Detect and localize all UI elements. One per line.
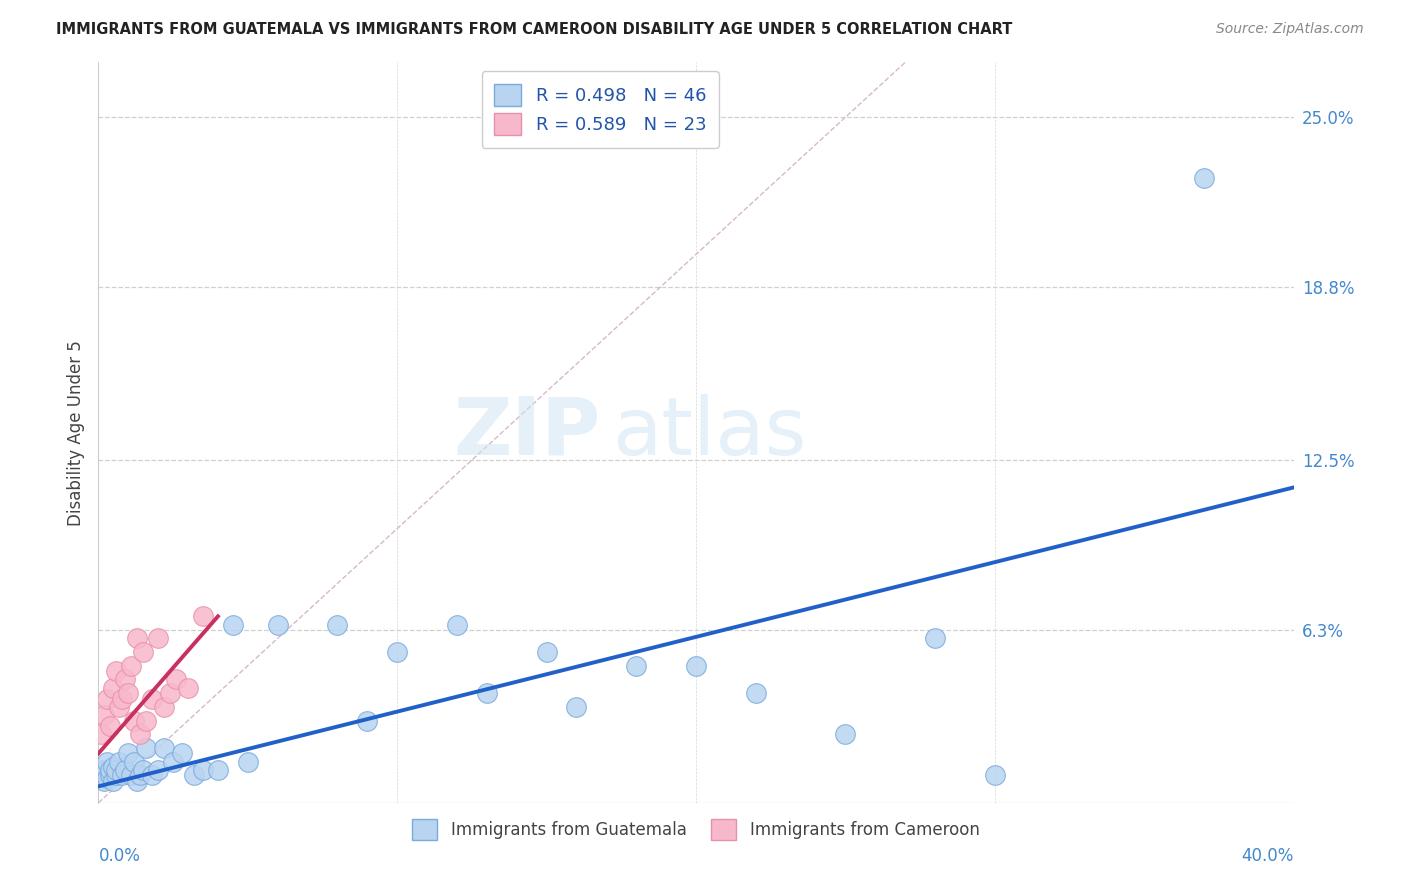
Text: Source: ZipAtlas.com: Source: ZipAtlas.com [1216, 22, 1364, 37]
Point [162, 755, 184, 769]
Point [124, 714, 146, 728]
Text: IMMIGRANTS FROM GUATEMALA VS IMMIGRANTS FROM CAMEROON DISABILITY AGE UNDER 5 COR: IMMIGRANTS FROM GUATEMALA VS IMMIGRANTS … [56, 22, 1012, 37]
Point [385, 645, 409, 659]
Point [108, 755, 131, 769]
Point [626, 658, 648, 673]
Point [172, 747, 194, 761]
Point [129, 768, 152, 782]
Point [103, 681, 125, 695]
Point [475, 686, 498, 700]
Point [111, 691, 134, 706]
Point [105, 768, 128, 782]
Point [98, 719, 122, 733]
Point [132, 763, 155, 777]
Point [165, 673, 187, 687]
Point [141, 768, 163, 782]
Point [148, 763, 170, 777]
Point [159, 686, 181, 700]
Point [153, 741, 176, 756]
Point [111, 768, 134, 782]
Text: ZIP: ZIP [453, 393, 600, 472]
Point [96, 755, 118, 769]
Point [90, 768, 112, 782]
Point [745, 686, 768, 700]
Point [148, 632, 170, 646]
Point [108, 699, 131, 714]
Point [834, 727, 856, 741]
Point [98, 768, 122, 782]
Point [356, 714, 378, 728]
Text: 40.0%: 40.0% [1241, 847, 1294, 864]
Point [93, 773, 115, 788]
Point [135, 714, 157, 728]
Point [129, 727, 152, 741]
Point [135, 741, 157, 756]
Text: atlas: atlas [613, 393, 807, 472]
Point [153, 699, 176, 714]
Y-axis label: Disability Age Under 5: Disability Age Under 5 [66, 340, 84, 525]
Point [183, 768, 205, 782]
Point [120, 768, 142, 782]
Point [114, 673, 136, 687]
Point [105, 664, 128, 678]
Point [191, 763, 214, 777]
Point [98, 763, 122, 777]
Point [96, 771, 118, 785]
Point [984, 768, 1007, 782]
Point [132, 645, 155, 659]
Point [120, 658, 142, 673]
Point [685, 658, 707, 673]
Point [177, 681, 200, 695]
Point [141, 691, 163, 706]
Point [267, 617, 290, 632]
Point [222, 617, 245, 632]
Point [103, 773, 125, 788]
Point [565, 699, 588, 714]
Legend: Immigrants from Guatemala, Immigrants from Cameroon: Immigrants from Guatemala, Immigrants fr… [405, 813, 987, 847]
Point [236, 755, 259, 769]
Point [1192, 170, 1215, 185]
Point [90, 727, 112, 741]
Point [117, 747, 139, 761]
Point [207, 763, 229, 777]
Point [114, 763, 136, 777]
Point [536, 645, 558, 659]
Point [103, 760, 125, 774]
Point [93, 708, 115, 723]
Point [117, 686, 139, 700]
Point [446, 617, 468, 632]
Point [96, 691, 118, 706]
Point [127, 773, 149, 788]
Point [191, 609, 214, 624]
Point [93, 763, 115, 777]
Point [326, 617, 349, 632]
Point [124, 755, 146, 769]
Point [127, 632, 149, 646]
Text: 0.0%: 0.0% [98, 847, 141, 864]
Point [105, 763, 128, 777]
Point [924, 632, 946, 646]
